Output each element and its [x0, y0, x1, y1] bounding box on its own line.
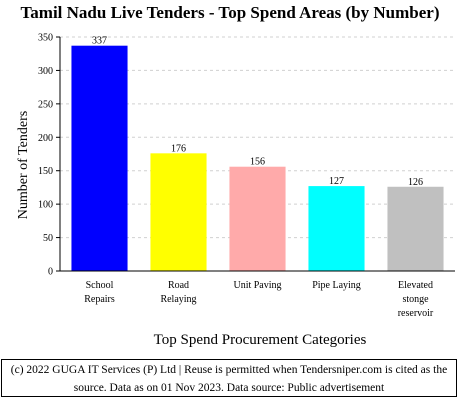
y-tick-label: 50 — [43, 233, 53, 244]
bar-3 — [308, 186, 365, 271]
y-tick-label: 100 — [38, 200, 53, 211]
data-label: 156 — [250, 157, 265, 168]
y-tick-label: 200 — [38, 133, 53, 144]
y-tick-label: 250 — [38, 99, 53, 110]
data-label: 127 — [329, 176, 344, 187]
bar-chart: 337 176 156 127 126 0 50 100 150 200 250 300 350 Sch… — [38, 33, 455, 319]
data-label: 337 — [92, 36, 107, 47]
x-tick-label: Pipe Laying — [312, 280, 361, 291]
data-label: 126 — [408, 177, 423, 188]
bars: 337 176 156 127 126 — [71, 36, 444, 271]
axes: 0 50 100 150 200 250 300 350 School Repairs Road Re… — [38, 33, 455, 319]
y-tick-label: 150 — [38, 166, 53, 177]
copyright-footer: (c) 2022 GUGA IT Services (P) Ltd | Reus… — [1, 359, 457, 397]
bar-2 — [229, 166, 286, 271]
y-tick-label: 0 — [48, 267, 53, 278]
bar-0 — [71, 45, 128, 271]
y-axis-label: Number of Tenders — [16, 110, 31, 220]
x-tick-label: Elevated — [398, 280, 433, 291]
y-tick-label: 350 — [38, 33, 53, 44]
y-tick-label: 300 — [38, 66, 53, 77]
x-tick-label: School — [86, 280, 114, 291]
footer-line-1: (c) 2022 GUGA IT Services (P) Ltd | Reus… — [10, 364, 448, 376]
bar-4 — [387, 186, 444, 271]
data-label: 176 — [171, 143, 186, 154]
footer-line-2: source. Data as on 01 Nov 2023. Data sou… — [73, 382, 385, 394]
x-axis-label: Top Spend Procurement Categories — [153, 332, 367, 348]
x-tick-label: Relaying — [160, 294, 196, 305]
bar-1 — [150, 153, 207, 271]
x-tick-label: Road — [168, 280, 189, 291]
x-tick-label: Unit Paving — [233, 280, 281, 291]
x-tick-label: Repairs — [84, 294, 115, 305]
x-tick-label: reservoir — [398, 308, 434, 319]
x-tick-label: stonge — [402, 294, 429, 305]
chart-title: Tamil Nadu Live Tenders - Top Spend Area… — [20, 3, 440, 22]
